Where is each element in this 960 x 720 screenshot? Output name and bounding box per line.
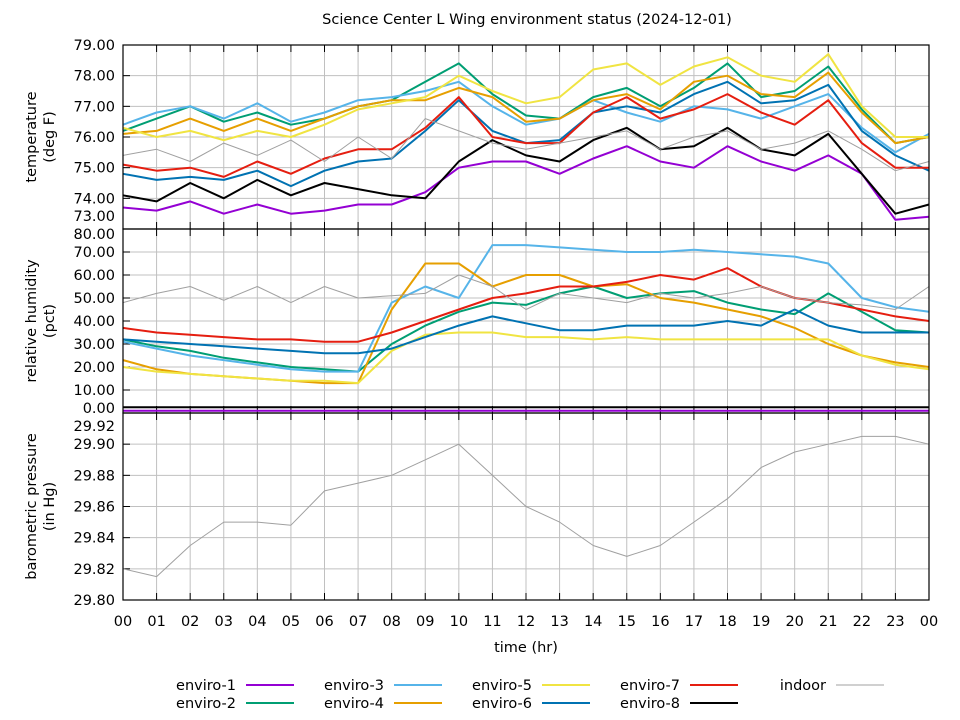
y-tick-label: 29.86 [73,500,115,516]
series-line-enviro-6 [122,308,929,355]
y-tick-label: 74.00 [73,191,115,207]
legend-label: enviro-7 [620,678,680,694]
series-line-enviro-1 [122,145,930,221]
legend-label: enviro-8 [620,696,680,712]
y-tick-label: 30.00 [73,337,115,353]
series-line-enviro-5 [122,53,929,142]
x-tick-label: 00 [920,614,938,630]
y-tick-label: 29.80 [73,593,115,609]
y-tick-label: 60.00 [73,268,115,284]
x-tick-label: 20 [785,614,803,630]
legend-label: enviro-2 [176,696,236,712]
y-axis-label: temperature (deg F) [24,91,58,182]
x-tick-label: 00 [114,614,132,630]
x-tick-label: 02 [181,614,199,630]
legend-item-enviro-5: enviro-5 [472,678,590,694]
legend-label: indoor [780,678,826,694]
x-tick-label: 16 [651,614,669,630]
y-tick-label: 50.00 [73,291,115,307]
y-tick-label: 29.90 [73,437,115,453]
x-tick-label: 15 [618,614,636,630]
panel-1: 73.00 74.00 75.00 76.00 77.00 78.00 79.00 tempe… [24,38,930,230]
legend-item-indoor: indoor [780,678,884,694]
y-tick-label: 77.00 [73,99,115,115]
legend: enviro-1 enviro-2 enviro-3 enviro-4 enviro-5… [176,678,884,712]
series-line-enviro-8 [122,126,930,215]
legend-item-enviro-4: enviro-4 [324,696,442,712]
y-tick-label: 10.00 [73,383,115,399]
series-line-enviro-7 [122,93,929,178]
x-tick-label: 06 [315,614,333,630]
legend-label: enviro-6 [472,696,532,712]
legend-label: enviro-3 [324,678,384,694]
x-tick-label: 01 [147,614,165,630]
y-tick-label: 79.00 [73,38,115,54]
series-line-indoor [122,435,930,578]
y-axis-label: barometric pressure (in Hg) [24,433,58,580]
y-tick-label: 80.00 [73,227,115,243]
x-tick-label: 09 [416,614,434,630]
legend-item-enviro-3: enviro-3 [324,678,442,694]
chart-title: Science Center L Wing environment status… [322,12,732,28]
legend-item-enviro-6: enviro-6 [472,696,590,712]
series-line-enviro-5 [122,331,930,385]
series-line-enviro-3 [122,244,930,373]
series-line-enviro-4 [122,71,930,145]
y-tick-label: 29.92 [73,419,115,435]
legend-item-enviro-1: enviro-1 [176,678,294,694]
x-tick-label: 22 [853,614,871,630]
y-tick-label: 29.82 [73,562,115,578]
legend-item-enviro-8: enviro-8 [620,696,738,712]
series-line-enviro-3 [122,80,930,154]
panel-2: 0.00 10.00 20.00 30.00 40.00 50.00 60.00 70.00 8… [24,227,930,417]
x-tick-label: 13 [550,614,568,630]
y-axis-label: relative humidity (pct) [24,259,58,383]
series-line-enviro-2 [122,285,930,373]
y-tick-label: 73.00 [73,209,115,225]
y-tick-label: 78.00 [73,69,115,85]
legend-label: enviro-5 [472,678,532,694]
legend-label: enviro-1 [176,678,236,694]
x-tick-label: 04 [248,614,266,630]
y-tick-label: 20.00 [73,360,115,376]
x-tick-label: 10 [450,614,468,630]
panel-3: 29.80 29.82 29.84 29.86 29.88 29.90 29.92 barom… [24,412,930,609]
y-tick-label: 29.88 [73,468,115,484]
legend-label: enviro-4 [324,696,384,712]
y-tick-label: 76.00 [73,130,115,146]
y-tick-label: 29.84 [73,531,115,547]
plot-frame [122,412,930,601]
x-tick-label: 03 [215,614,233,630]
y-tick-label: 70.00 [73,245,115,261]
legend-item-enviro-2: enviro-2 [176,696,294,712]
series-line-indoor [122,118,930,172]
series-line-enviro-2 [122,62,930,145]
x-tick-label: 18 [718,614,736,630]
x-tick-label: 21 [819,614,837,630]
x-tick-label: 19 [752,614,770,630]
y-tick-label: 75.00 [73,161,115,177]
legend-item-enviro-7: enviro-7 [620,678,738,694]
x-tick-label: 11 [483,614,501,630]
x-tick-label: 07 [349,614,367,630]
x-tick-label: 23 [886,614,904,630]
x-tick-label: 05 [282,614,300,630]
x-tick-label: 17 [685,614,703,630]
y-tick-label: 40.00 [73,314,115,330]
x-tick-label: 12 [517,614,535,630]
y-tick-label: 0.00 [83,401,115,417]
x-axis-label: time (hr) [494,640,558,656]
x-tick-label: 14 [584,614,602,630]
x-tick-label: 08 [382,614,400,630]
series-line-indoor [122,274,930,310]
